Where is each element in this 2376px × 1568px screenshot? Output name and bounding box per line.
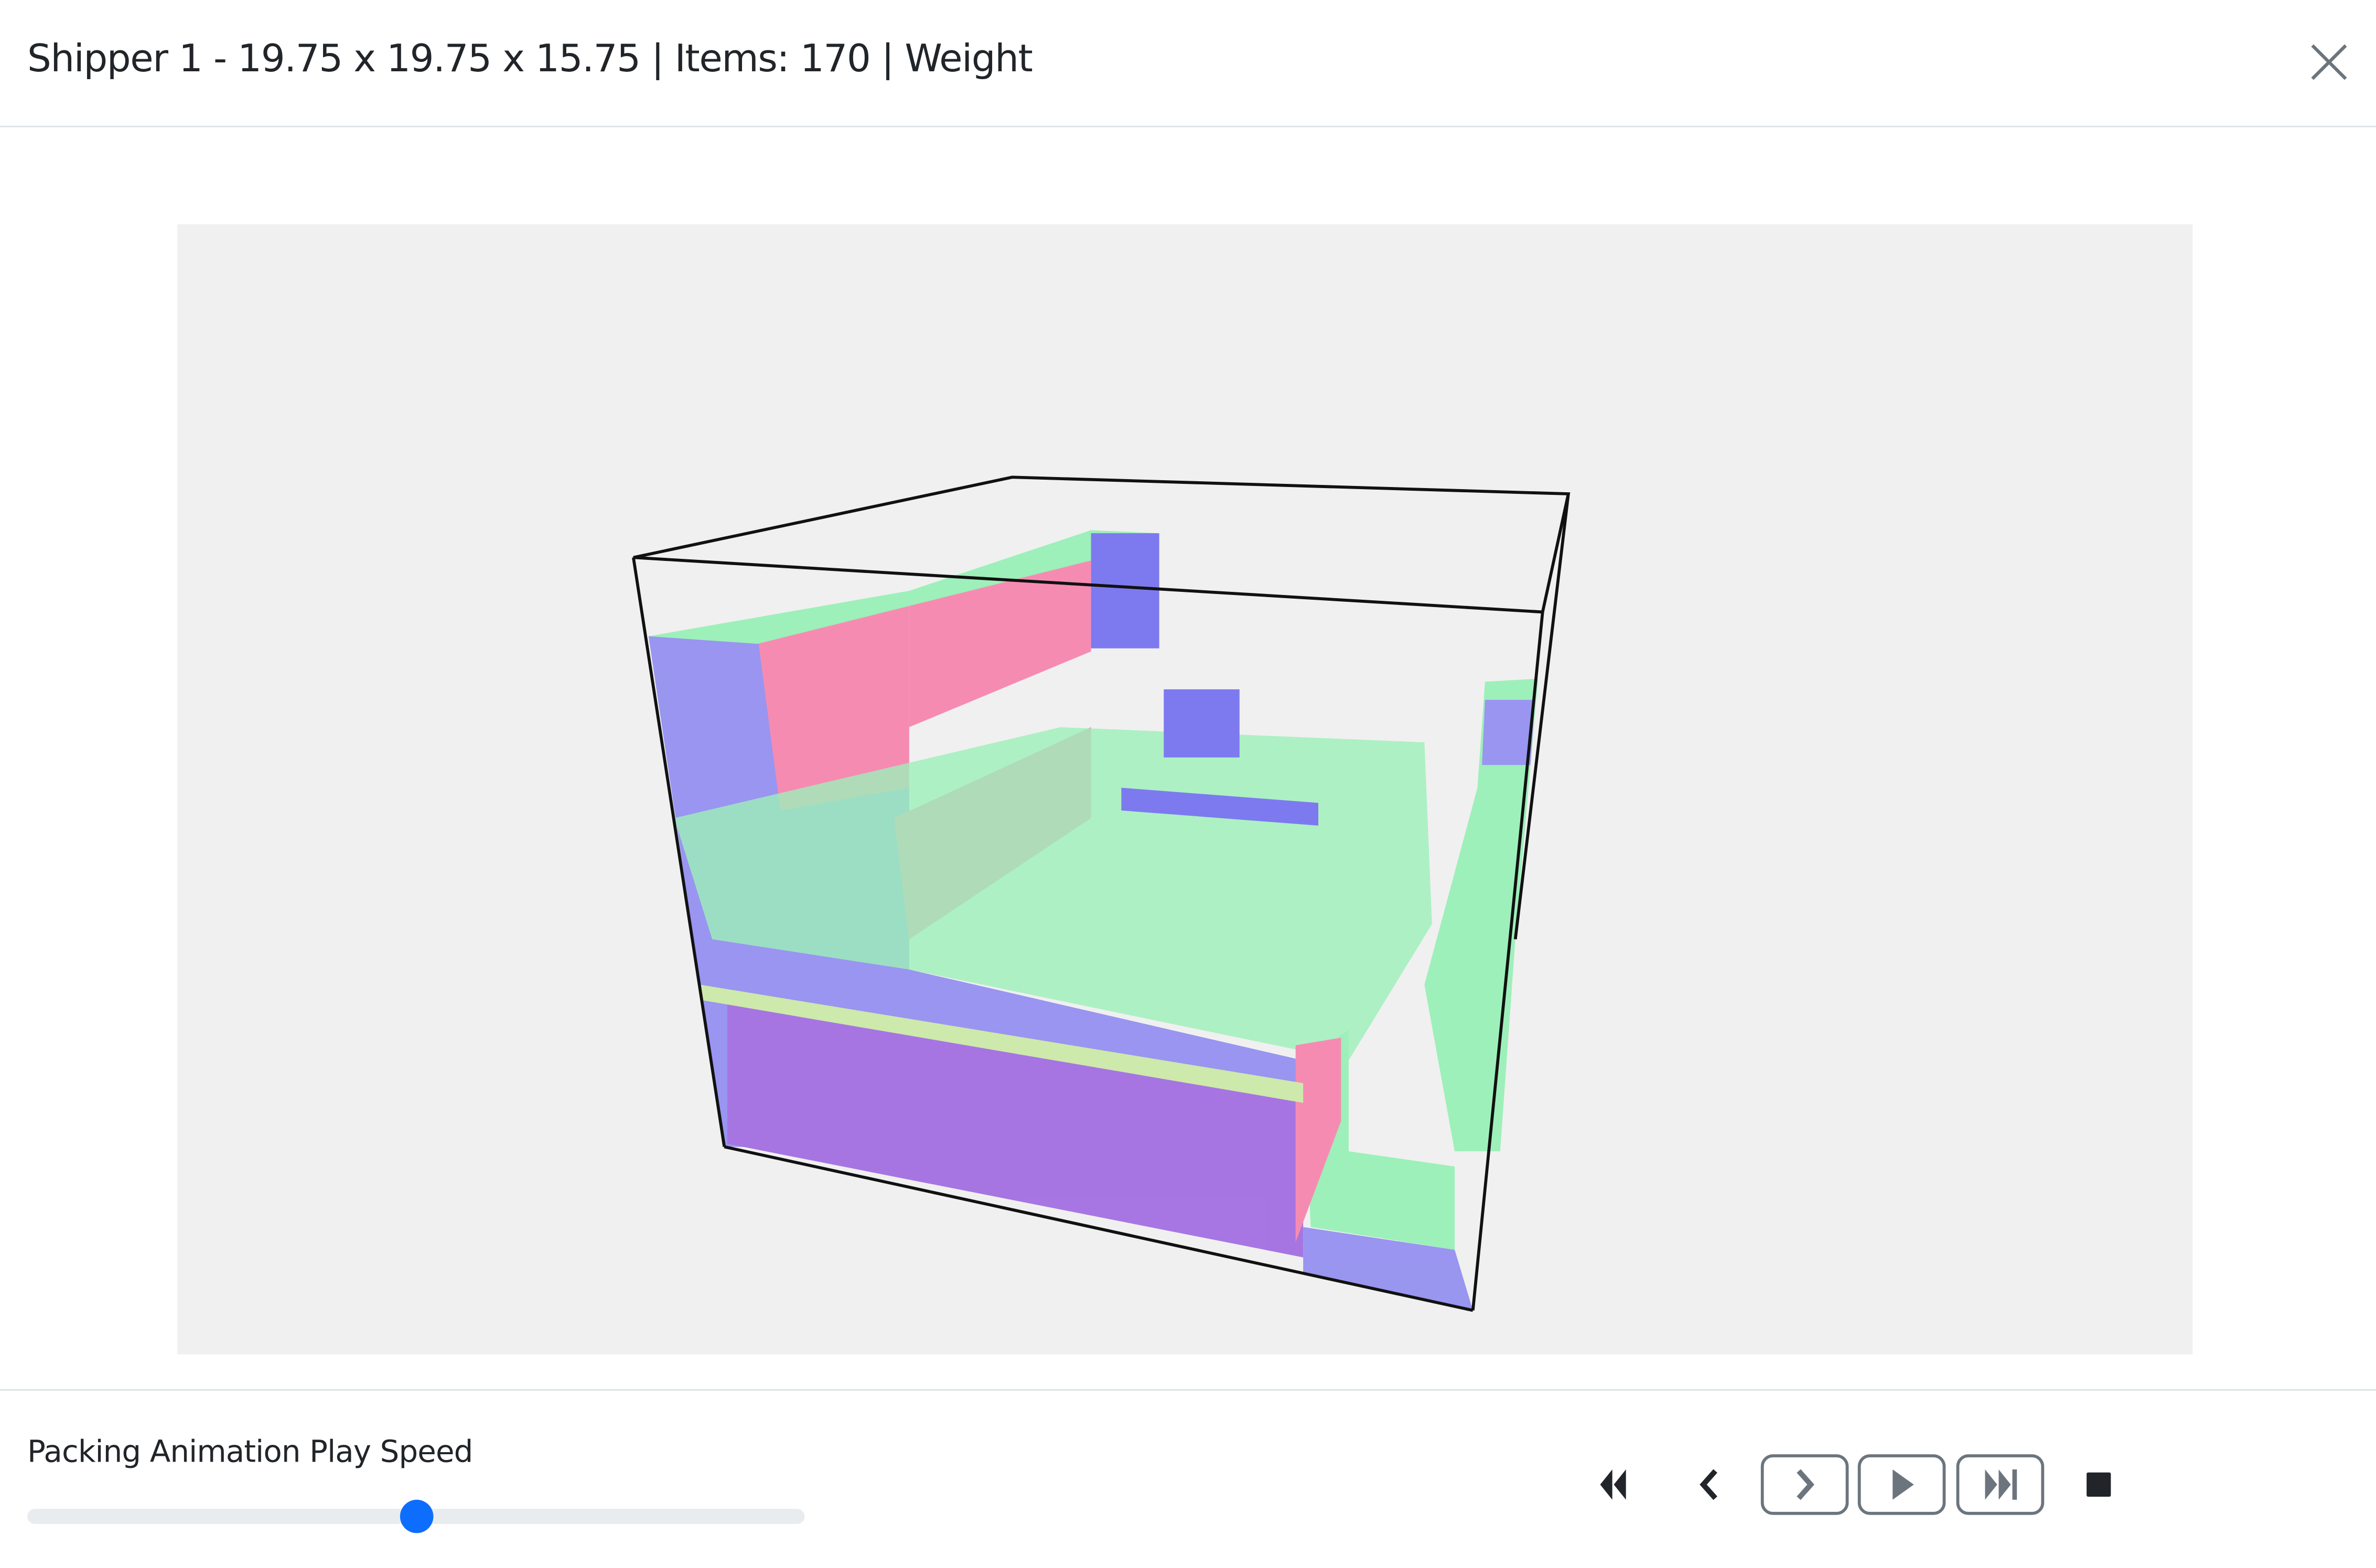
- item-block: [1091, 533, 1159, 648]
- slider-thumb[interactable]: [399, 1499, 433, 1533]
- 3d-packing-viewer[interactable]: [177, 224, 2193, 1355]
- modal-title: Shipper 1 - 19.75 x 19.75 x 15.75 | Item…: [27, 36, 1033, 81]
- close-button[interactable]: [2306, 39, 2352, 85]
- chevron-right-icon: [1797, 1469, 1814, 1500]
- item-block: [1482, 700, 1535, 765]
- skip-end-icon: [1985, 1469, 2017, 1500]
- item-block: [700, 985, 1304, 1103]
- modal-footer: Packing Animation Play Speed: [0, 1389, 2376, 1568]
- first-step-button[interactable]: [1584, 1454, 1644, 1515]
- packing-scene: [632, 475, 1571, 1312]
- last-step-button[interactable]: [1956, 1454, 2045, 1515]
- modal-header: Shipper 1 - 19.75 x 19.75 x 15.75 | Item…: [0, 0, 2376, 127]
- close-x-icon: [2311, 44, 2347, 80]
- item-block: [1303, 1227, 1473, 1311]
- chevron-left-icon: [1700, 1469, 1717, 1500]
- item-block: [1295, 1037, 1341, 1242]
- shipper-wireframe: [632, 475, 1571, 1312]
- next-step-button[interactable]: [1760, 1454, 1849, 1515]
- stop-icon: [2087, 1472, 2111, 1497]
- item-block: [648, 530, 1159, 644]
- play-button[interactable]: [1857, 1454, 1946, 1515]
- item-block: [1121, 787, 1319, 826]
- play-speed-label: Packing Animation Play Speed: [27, 1433, 473, 1470]
- item-block: [1164, 689, 1240, 758]
- previous-step-button[interactable]: [1679, 1454, 1740, 1515]
- play-icon: [1893, 1469, 1914, 1500]
- item-block: [757, 598, 909, 810]
- packed-items: [648, 530, 1539, 1311]
- play-speed-slider[interactable]: [27, 1499, 805, 1533]
- skip-start-icon: [1600, 1469, 1626, 1500]
- stop-button[interactable]: [2068, 1454, 2129, 1515]
- item-block: [1424, 678, 1539, 1152]
